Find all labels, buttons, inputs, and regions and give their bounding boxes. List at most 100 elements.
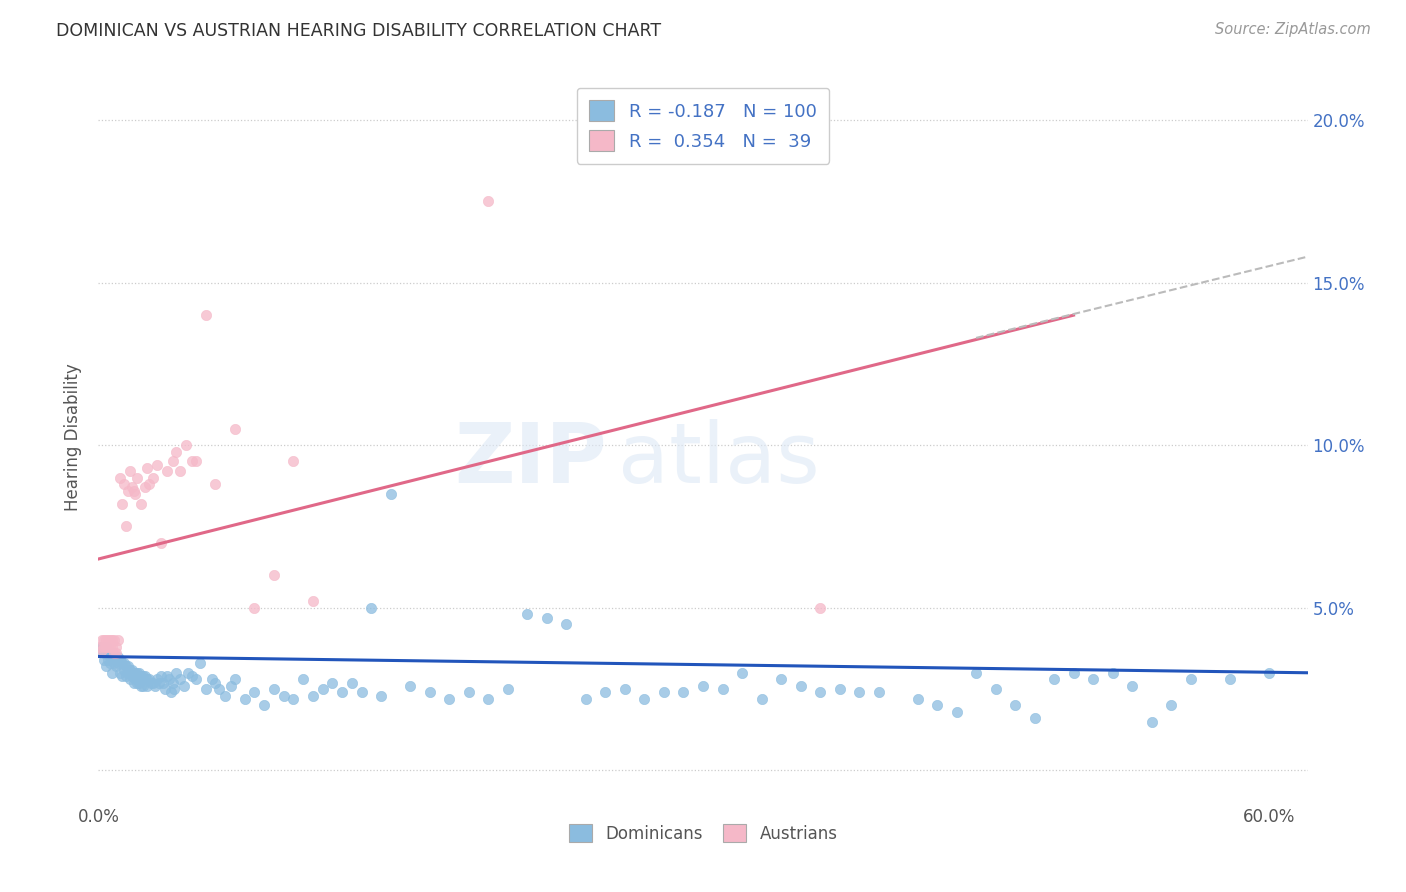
Point	[575, 691, 598, 706]
Point	[263, 568, 285, 582]
Point	[1043, 673, 1066, 687]
Point	[149, 535, 172, 549]
Point	[117, 665, 139, 680]
Point	[925, 698, 948, 713]
Point	[789, 679, 811, 693]
Point	[131, 679, 153, 693]
Point	[204, 675, 226, 690]
Point	[984, 681, 1007, 696]
Point	[96, 640, 118, 654]
Point	[112, 477, 135, 491]
Point	[104, 646, 127, 660]
Point	[312, 681, 335, 696]
Point	[103, 633, 125, 648]
Point	[107, 633, 129, 648]
Point	[1121, 679, 1143, 693]
Point	[1219, 673, 1241, 687]
Point	[136, 461, 159, 475]
Point	[536, 610, 558, 624]
Point	[118, 673, 141, 687]
Point	[93, 640, 115, 654]
Point	[224, 422, 246, 436]
Point	[731, 665, 754, 680]
Point	[808, 685, 831, 699]
Text: DOMINICAN VS AUSTRIAN HEARING DISABILITY CORRELATION CHART: DOMINICAN VS AUSTRIAN HEARING DISABILITY…	[56, 22, 661, 40]
Point	[808, 600, 831, 615]
Point	[139, 675, 162, 690]
Point	[169, 464, 191, 478]
Point	[97, 633, 120, 648]
Point	[89, 643, 111, 657]
Point	[128, 665, 150, 680]
Point	[769, 673, 792, 687]
Point	[652, 685, 675, 699]
Point	[107, 656, 129, 670]
Point	[162, 454, 184, 468]
Point	[208, 681, 231, 696]
Point	[124, 487, 146, 501]
Point	[97, 646, 120, 660]
Point	[101, 665, 124, 680]
Point	[91, 633, 114, 648]
Point	[157, 673, 180, 687]
Point	[131, 497, 153, 511]
Point	[614, 139, 637, 153]
Point	[124, 673, 146, 687]
Point	[98, 649, 121, 664]
Point	[243, 600, 266, 615]
Y-axis label: Hearing Disability: Hearing Disability	[65, 363, 83, 511]
Point	[204, 477, 226, 491]
Point	[399, 679, 422, 693]
Point	[96, 640, 118, 654]
Point	[555, 617, 578, 632]
Point	[477, 194, 499, 209]
Point	[142, 675, 165, 690]
Point	[104, 659, 127, 673]
Point	[1140, 714, 1163, 729]
Point	[253, 698, 276, 713]
Point	[477, 691, 499, 706]
Point	[194, 681, 217, 696]
Point	[283, 691, 305, 706]
Point	[159, 685, 181, 699]
Point	[132, 679, 155, 693]
Point	[224, 673, 246, 687]
Point	[965, 665, 987, 680]
Point	[153, 681, 176, 696]
Point	[1004, 698, 1026, 713]
Point	[1160, 698, 1182, 713]
Text: atlas: atlas	[619, 418, 820, 500]
Point	[103, 656, 125, 670]
Point	[1101, 665, 1123, 680]
Point	[181, 669, 204, 683]
Point	[127, 675, 149, 690]
Point	[118, 663, 141, 677]
Point	[122, 675, 145, 690]
Point	[263, 681, 285, 696]
Point	[350, 685, 373, 699]
Point	[595, 685, 617, 699]
Point	[91, 643, 114, 657]
Point	[108, 665, 131, 680]
Point	[419, 685, 441, 699]
Point	[98, 633, 121, 648]
Text: Source: ZipAtlas.com: Source: ZipAtlas.com	[1215, 22, 1371, 37]
Point	[118, 464, 141, 478]
Point	[131, 669, 153, 683]
Point	[181, 454, 204, 468]
Point	[330, 685, 353, 699]
Point	[108, 471, 131, 485]
Point	[283, 454, 305, 468]
Point	[458, 685, 481, 699]
Point	[124, 665, 146, 680]
Point	[136, 673, 159, 687]
Point	[1180, 673, 1202, 687]
Point	[103, 649, 125, 664]
Point	[219, 679, 242, 693]
Point	[93, 633, 115, 648]
Point	[121, 669, 143, 683]
Point	[751, 691, 773, 706]
Point	[108, 653, 131, 667]
Point	[292, 673, 315, 687]
Point	[117, 483, 139, 498]
